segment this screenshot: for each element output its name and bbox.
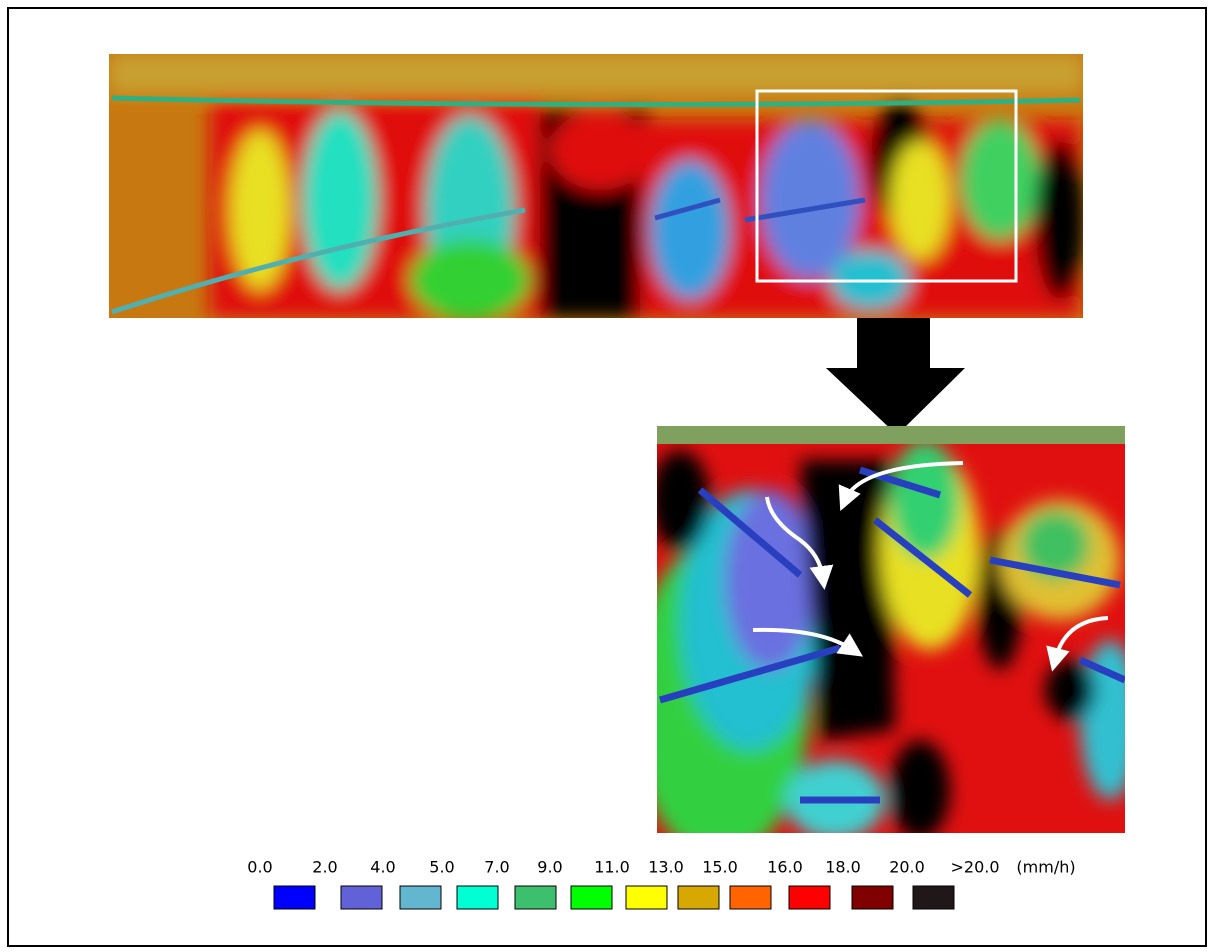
legend-swatch <box>514 885 557 910</box>
zoom-arrow <box>826 318 965 435</box>
legend-swatch <box>273 885 316 910</box>
legend-swatch <box>729 885 772 910</box>
legend-swatch <box>851 885 894 910</box>
legend-label: 4.0 <box>370 858 395 877</box>
legend-label: 18.0 <box>825 858 861 877</box>
legend-swatch <box>677 885 720 910</box>
frame <box>7 7 1207 947</box>
legend-label: 0.0 <box>247 858 272 877</box>
legend-label: 11.0 <box>594 858 630 877</box>
legend-label: 2.0 <box>312 858 337 877</box>
zoom-image <box>657 426 1125 833</box>
legend-swatch <box>456 885 499 910</box>
legend: (mm/h) 0.0 2.0 4.0 5.0 7.0 9.0 11.0 13.0 15.0 16.… <box>247 858 1076 910</box>
legend-swatch <box>788 885 831 910</box>
legend-label: 7.0 <box>484 858 509 877</box>
legend-label: 5.0 <box>429 858 454 877</box>
legend-label: 13.0 <box>648 858 684 877</box>
legend-label: 16.0 <box>767 858 803 877</box>
legend-label: 9.0 <box>537 858 562 877</box>
zoom-box <box>755 89 1018 283</box>
legend-swatch <box>912 885 955 910</box>
legend-swatch <box>570 885 613 910</box>
legend-label: >20.0 <box>950 858 999 877</box>
legend-unit: (mm/h) <box>1016 858 1075 877</box>
legend-swatch <box>399 885 442 910</box>
legend-label: 15.0 <box>702 858 738 877</box>
legend-swatch <box>340 885 383 910</box>
overview-image <box>109 54 1083 318</box>
legend-label: 20.0 <box>889 858 925 877</box>
legend-swatch <box>625 885 668 910</box>
